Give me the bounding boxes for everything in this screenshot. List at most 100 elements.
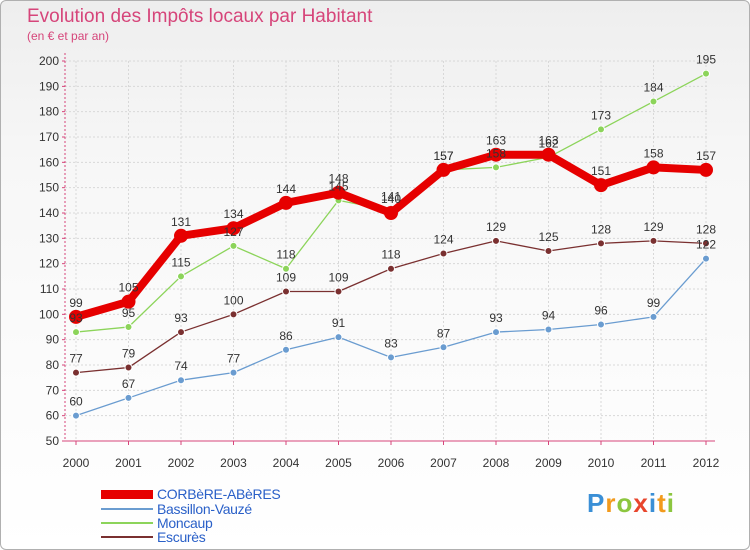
- data-point: [594, 178, 608, 193]
- x-tick-label: 2010: [588, 456, 615, 470]
- data-point: [282, 287, 290, 296]
- data-label: 109: [328, 271, 348, 285]
- data-label: 163: [486, 134, 506, 148]
- data-label: 93: [69, 311, 83, 325]
- legend-label-corbere: CORBèRE-ABèRES: [157, 486, 281, 502]
- legend-item-corbere: CORBèRE-ABèRES: [101, 486, 281, 502]
- data-point: [124, 393, 133, 402]
- data-label: 127: [223, 225, 243, 239]
- y-tick-label: 70: [46, 383, 60, 397]
- data-label: 79: [122, 347, 136, 361]
- data-label: 140: [381, 192, 401, 206]
- logo-letter: r: [605, 488, 617, 518]
- data-label: 100: [223, 293, 243, 307]
- data-point: [72, 328, 80, 337]
- y-tick-label: 120: [39, 257, 59, 271]
- data-label: 118: [276, 248, 295, 262]
- data-label: 95: [122, 306, 136, 320]
- y-tick-label: 90: [46, 333, 60, 347]
- data-point: [649, 312, 658, 321]
- data-label: 67: [122, 377, 136, 391]
- data-label: 124: [433, 233, 453, 247]
- data-label: 74: [174, 359, 188, 373]
- y-tick-label: 160: [39, 155, 59, 169]
- data-label: 134: [223, 207, 243, 221]
- data-point: [492, 236, 500, 245]
- x-tick-label: 2001: [115, 456, 142, 470]
- logo-letter: P: [587, 488, 606, 518]
- legend-swatch-bassillon: [101, 508, 153, 510]
- data-point: [279, 195, 293, 210]
- data-point: [649, 97, 658, 106]
- legend-label-bassillon: Bassillon-Vauzé: [157, 501, 252, 517]
- data-point: [384, 206, 398, 220]
- data-point: [387, 353, 395, 362]
- logo-letter: i: [666, 488, 675, 518]
- data-point: [439, 343, 448, 352]
- data-point: [597, 320, 605, 329]
- y-tick-label: 170: [39, 130, 59, 144]
- x-tick-label: 2009: [535, 456, 562, 470]
- proxiti-logo: Proxiti: [587, 488, 675, 519]
- data-label: 157: [696, 149, 716, 163]
- data-point: [649, 236, 658, 245]
- data-label: 83: [384, 336, 398, 350]
- legend-swatch-moncaup: [101, 522, 153, 524]
- data-label: 195: [696, 53, 716, 67]
- data-point: [646, 160, 661, 175]
- data-point: [124, 363, 133, 372]
- data-label: 128: [591, 222, 611, 236]
- data-label: 173: [591, 108, 611, 122]
- data-point: [69, 309, 83, 324]
- data-label: 60: [69, 395, 83, 409]
- logo-letter: x: [633, 488, 649, 518]
- data-label: 157: [433, 149, 453, 163]
- data-label: 87: [437, 326, 451, 340]
- data-label: 86: [279, 329, 293, 343]
- data-point: [124, 323, 133, 331]
- data-label: 163: [538, 134, 558, 148]
- legend-item-bassillon: Bassillon-Vauzé: [101, 501, 252, 517]
- y-tick-label: 200: [39, 54, 59, 68]
- data-label: 162: [538, 136, 558, 150]
- data-label: 99: [647, 296, 661, 310]
- chart-subtitle: (en € et par an): [27, 29, 110, 43]
- y-tick-label: 110: [40, 282, 59, 296]
- data-point: [436, 162, 451, 177]
- data-point: [702, 69, 710, 78]
- data-point: [177, 328, 185, 337]
- data-point: [597, 239, 605, 248]
- y-tick-label: 60: [46, 409, 60, 423]
- x-tick-label: 2003: [220, 456, 247, 470]
- data-label: 115: [171, 255, 190, 269]
- logo-letter: o: [616, 488, 634, 518]
- data-point: [282, 264, 290, 273]
- data-label: 129: [643, 220, 663, 234]
- data-point: [334, 287, 343, 296]
- data-label: 77: [69, 352, 83, 366]
- data-point: [541, 147, 556, 162]
- y-tick-label: 100: [39, 307, 59, 321]
- data-point: [174, 228, 188, 243]
- legend-label-moncaup: Moncaup: [157, 515, 213, 531]
- logo-letter: i: [648, 488, 658, 518]
- data-point: [387, 264, 395, 273]
- y-tick-label: 180: [39, 105, 59, 119]
- data-label: 96: [594, 303, 608, 317]
- y-tick-label: 190: [39, 79, 59, 93]
- y-tick-label: 140: [39, 206, 59, 220]
- data-label: 158: [486, 146, 506, 160]
- data-label: 122: [696, 238, 716, 252]
- data-point: [282, 345, 290, 354]
- data-point: [331, 185, 346, 200]
- data-point: [702, 254, 710, 263]
- data-point: [72, 411, 80, 420]
- data-label: 158: [643, 146, 663, 160]
- data-label: 129: [486, 220, 506, 234]
- data-point: [229, 368, 238, 377]
- chart-title: Evolution des Impôts locaux par Habitant: [27, 6, 373, 27]
- y-tick-label: 50: [46, 434, 60, 448]
- data-label: 105: [118, 281, 138, 295]
- data-point: [492, 163, 500, 172]
- data-label: 141: [381, 189, 401, 203]
